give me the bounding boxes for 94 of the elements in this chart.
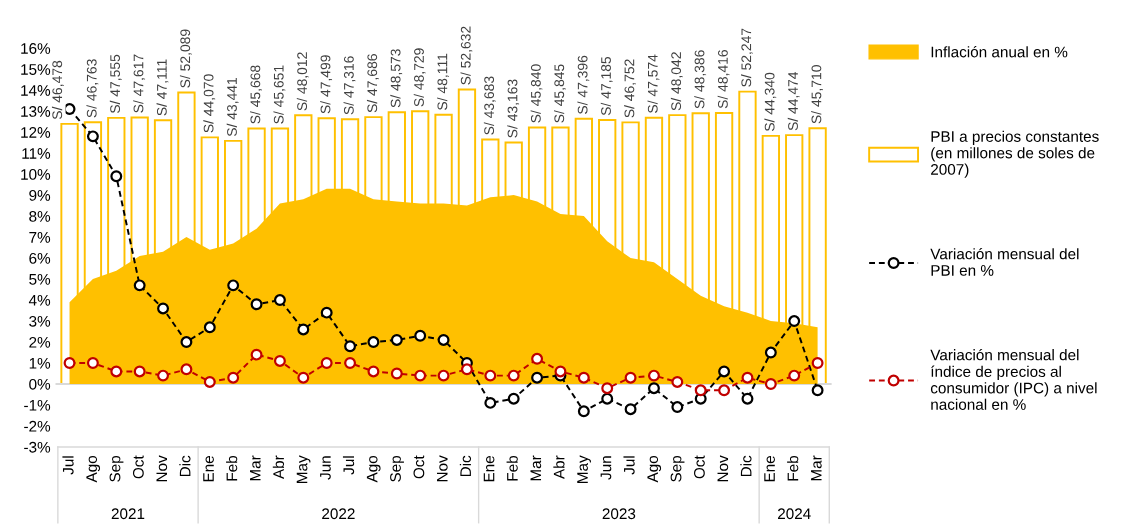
y-tick-label: -1% [24,399,51,411]
data-label: S/ 48,416 [717,50,730,109]
x-tick-label: Dic [179,455,191,477]
x-tick-label: Dic [740,455,752,477]
x-tick-label: Ago [86,455,101,483]
x-tick-label: Mar [530,455,542,481]
x-tick-label: Nov [437,455,448,482]
x-tick-label: Jun [600,456,612,480]
data-label: S/ 44,474 [787,71,800,131]
x-tick-label: Feb [226,455,238,481]
x-tick-label: Ago [366,455,381,483]
data-label: S/ 43,163 [507,79,520,138]
data-label: S/ 45,710 [811,65,823,124]
x-tick-label: Abr [272,455,285,480]
data-label: S/ 46,763 [86,59,99,118]
x-tick-label: May [577,455,591,483]
y-tick-label: 11% [22,148,51,159]
y-tick-label: 4% [28,294,51,306]
y-tick-label: 6% [29,252,51,264]
x-tick-label: Mar [250,455,261,481]
legend-label: Variación mensual del índice de precios al consumidor (IPC) a nivel nacional en % [930,348,1097,410]
y-tick-label: 8% [29,210,51,222]
data-label: S/ 48,012 [296,52,309,111]
x-tick-label: Jul [623,456,635,475]
y-tick-label: 12% [21,127,51,138]
y-tick-label: 7% [29,232,51,243]
y-tick-label: 13% [21,106,51,117]
x-tick-label: Sep [390,455,404,482]
x-tick-label: Nov [717,455,729,482]
data-label: S/ 45,668 [250,65,262,124]
x-tick-label: Sep [109,455,124,482]
data-label: S/ 47,396 [577,55,590,114]
data-label: S/ 48,729 [413,48,426,107]
x-tick-label: Ene [483,455,495,482]
data-label: S/ 43,683 [483,76,496,135]
x-tick-label: Ene [764,455,775,482]
y-tick-label: 14% [21,85,51,96]
x-tick-label: Mar [811,455,822,481]
data-label: S/ 46,752 [624,59,636,118]
data-label: S/ 48,042 [670,52,683,111]
x-tick-label: Dic [459,455,472,477]
data-label: S/ 47,316 [343,56,356,115]
x-tick-label: Jun [320,456,331,480]
data-label: S/ 47,617 [133,54,146,113]
x-tick-label: Abr [553,455,565,480]
x-tick-label: Jul [62,456,74,475]
x-tick-label: May [296,455,311,483]
data-label: S/ 48,573 [390,49,403,108]
x-tick-label: Ago [647,455,662,483]
data-label: S/ 45,845 [553,64,566,123]
x-tick-label: Oct [413,455,425,479]
data-label: S/ 44,340 [764,72,777,132]
y-tick-label: 2% [29,336,51,348]
legend-label: Inflación anual en % [931,46,1068,58]
y-tick-label: 0% [29,378,51,390]
y-tick-label: 1% [29,357,51,369]
data-label: S/ 52,632 [460,26,473,85]
data-label: S/ 47,185 [600,56,613,116]
text: 2022 [322,508,355,520]
y-tick-label: 10% [21,169,51,180]
data-label: S/ 47,686 [366,54,379,113]
y-tick-label: 3% [29,315,51,327]
legend-label: Variación mensual del PBI en % [930,247,1079,276]
y-tick-label: 16% [21,43,51,54]
data-label: S/ 43,441 [226,77,239,137]
y-tick-label: -2% [24,420,51,432]
data-label: S/ 48,386 [694,50,707,109]
data-label: S/ 47,574 [647,54,660,113]
x-tick-label: Nov [156,455,168,482]
x-tick-label: Sep [670,455,685,482]
data-label: S/ 44,070 [203,74,216,133]
text: 2021 [111,508,145,520]
text: 2023 [602,508,636,520]
x-tick-label: Feb [787,455,799,481]
y-tick-label: 5% [29,274,51,285]
x-tick-label: Oct [694,455,705,479]
x-tick-label: Ene [203,455,214,482]
legend-label: PBI a precios constantes (en millones de soles de 2007) [931,130,1099,178]
data-label: S/ 52,247 [740,28,753,87]
x-tick-label: Jul [342,456,355,475]
data-label: S/ 48,111 [437,53,449,110]
y-tick-label: 9% [29,189,51,201]
data-label: S/ 47,555 [109,54,122,114]
y-tick-label: -3% [24,441,51,453]
data-label: S/ 47,499 [320,55,333,114]
x-tick-label: Feb [506,455,518,481]
data-label: S/ 47,111 [156,59,169,116]
y-tick-label: 15% [21,64,51,75]
text: 2024 [778,508,811,520]
data-label: S/ 45,840 [530,64,543,123]
data-label: S/ 46,478 [51,60,64,120]
data-label: S/ 52,089 [179,29,192,88]
data-label: S/ 45,651 [273,65,286,124]
x-tick-label: Oct [132,455,144,479]
